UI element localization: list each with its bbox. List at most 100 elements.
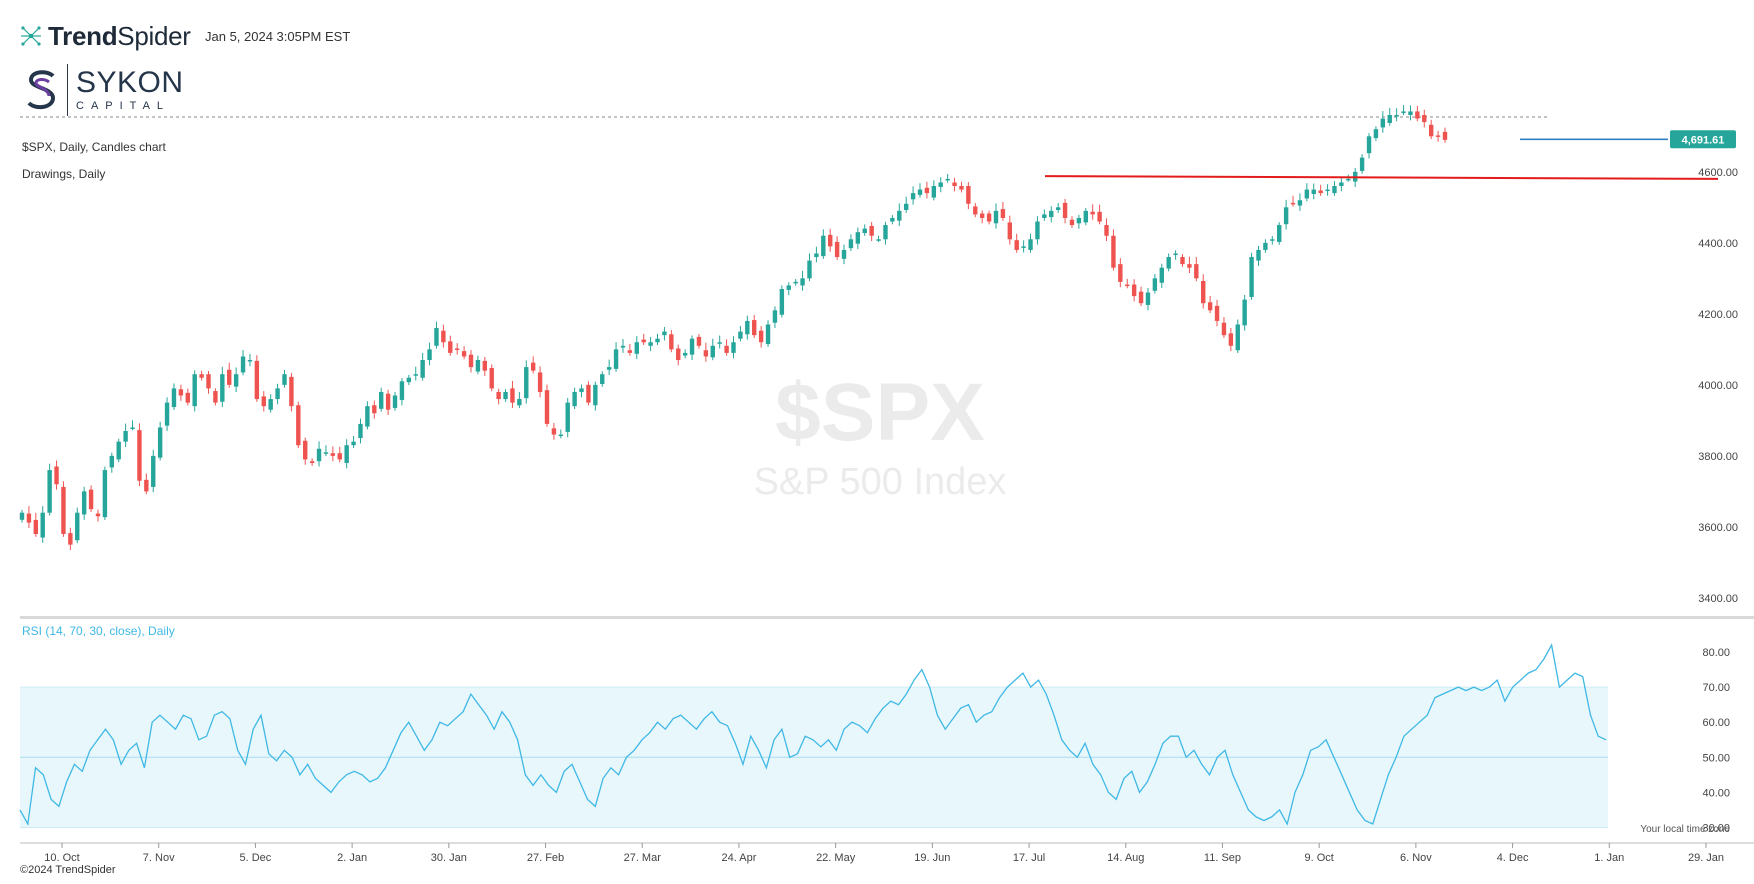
price-tick-label: 3800.00 — [1698, 451, 1738, 463]
candle-body — [1014, 240, 1019, 250]
logo-divider — [67, 64, 68, 116]
candle-body — [738, 331, 743, 339]
price-tick-label: 4000.00 — [1698, 380, 1738, 392]
candle-body — [123, 431, 128, 442]
candle-body — [1428, 124, 1434, 137]
candle-body — [966, 186, 971, 204]
candle-body — [979, 213, 985, 218]
candle-body — [724, 345, 729, 353]
price-tick-label: 3600.00 — [1698, 522, 1738, 534]
candle-body — [309, 461, 315, 463]
last-price-value: 4,691.61 — [1682, 134, 1725, 146]
time-tick-label: 9. Oct — [1305, 852, 1334, 864]
candle-body — [786, 285, 791, 290]
candle-body — [606, 367, 612, 370]
candle-body — [151, 455, 156, 487]
candle-body — [1304, 189, 1310, 199]
time-tick-label: 2. Jan — [337, 852, 367, 864]
timezone-label[interactable]: Your local time zone — [1640, 824, 1730, 835]
candle-body — [1297, 200, 1303, 206]
candle-body — [869, 225, 874, 236]
candle-body — [1346, 178, 1351, 181]
candle-body — [468, 354, 474, 368]
time-axis: 10. Oct 7. Nov 5. Dec 2. Jan 30. Jan 27. Feb 2… — [44, 843, 1724, 864]
time-tick-label: 7. Nov — [143, 852, 175, 864]
candle-body — [634, 342, 639, 354]
candle-body — [365, 406, 370, 427]
candle-body — [316, 448, 322, 462]
candle-body — [289, 376, 294, 407]
candle-body — [959, 186, 964, 190]
candle-body — [828, 234, 833, 247]
candle-body — [1318, 190, 1323, 194]
candle-body — [682, 352, 688, 356]
candle-body — [61, 486, 66, 534]
candle-body — [890, 217, 895, 222]
candle-body — [662, 331, 667, 336]
candle-body — [330, 453, 336, 456]
candle-body — [351, 441, 356, 446]
candle-body — [1173, 253, 1178, 255]
candle-body — [503, 391, 508, 400]
candle-body — [1435, 135, 1441, 137]
price-tick-label: 4400.00 — [1698, 238, 1738, 250]
price-tick-label: 4200.00 — [1698, 309, 1738, 321]
candle-body — [772, 310, 778, 323]
candle-body — [254, 360, 260, 400]
drawings: 4,691.61 — [1044, 130, 1736, 180]
candle-body — [420, 360, 425, 378]
spider-icon — [21, 26, 41, 46]
candle-body — [1387, 115, 1392, 123]
candle-body — [537, 372, 543, 392]
rsi-tick-label: 30.00 — [1702, 822, 1730, 834]
candle-body — [199, 374, 204, 378]
candle-body — [164, 402, 170, 426]
candle-body — [765, 324, 771, 345]
candle-body — [95, 513, 101, 517]
candle-body — [185, 392, 190, 403]
candle-body — [1249, 257, 1254, 297]
rsi-label[interactable]: RSI (14, 70, 30, close), Daily — [22, 624, 175, 638]
company-name: SYKON — [76, 66, 184, 99]
candle-body — [33, 519, 39, 534]
candle-body — [1042, 214, 1047, 218]
candle-body — [627, 350, 633, 353]
candle-body — [54, 466, 59, 485]
candle-body — [1201, 280, 1206, 304]
candle-body — [68, 533, 73, 545]
candle-body — [227, 369, 232, 385]
time-tick-label: 27. Feb — [527, 852, 564, 864]
candle-body — [1422, 115, 1427, 123]
candle-body — [814, 253, 819, 258]
candle-body — [530, 362, 536, 371]
candle-body — [1366, 136, 1372, 154]
candle-body — [379, 391, 384, 409]
candle-body — [448, 341, 453, 353]
candle-body — [696, 336, 702, 346]
candle-body — [1118, 264, 1123, 282]
candle-body — [233, 374, 239, 387]
candle-body — [275, 388, 280, 400]
candle-body — [855, 232, 861, 244]
chart-title[interactable]: $SPX, Daily, Candles chart — [22, 140, 166, 154]
candle-body — [1380, 118, 1386, 128]
rsi-line — [19, 643, 1607, 827]
candle-body — [703, 350, 709, 357]
candle-body — [1021, 246, 1026, 248]
rsi-panel: 30.00 40.00 50.00 60.00 70.00 80.00 — [19, 643, 1730, 834]
last-price-tag-bg — [1670, 130, 1736, 149]
candle-body — [1152, 278, 1158, 291]
panel-separator — [20, 616, 1754, 619]
candle-body — [544, 390, 550, 424]
candle-body — [385, 393, 391, 410]
candle-body — [903, 203, 909, 210]
candle-body — [1311, 189, 1316, 195]
candle-body — [40, 512, 45, 538]
candle-body — [1062, 202, 1068, 218]
candle-body — [116, 441, 121, 460]
drawings-label[interactable]: Drawings, Daily — [22, 167, 106, 181]
time-tick-label: 11. Sep — [1204, 852, 1241, 864]
candle-body — [1408, 111, 1413, 115]
candle-body — [1332, 186, 1337, 194]
